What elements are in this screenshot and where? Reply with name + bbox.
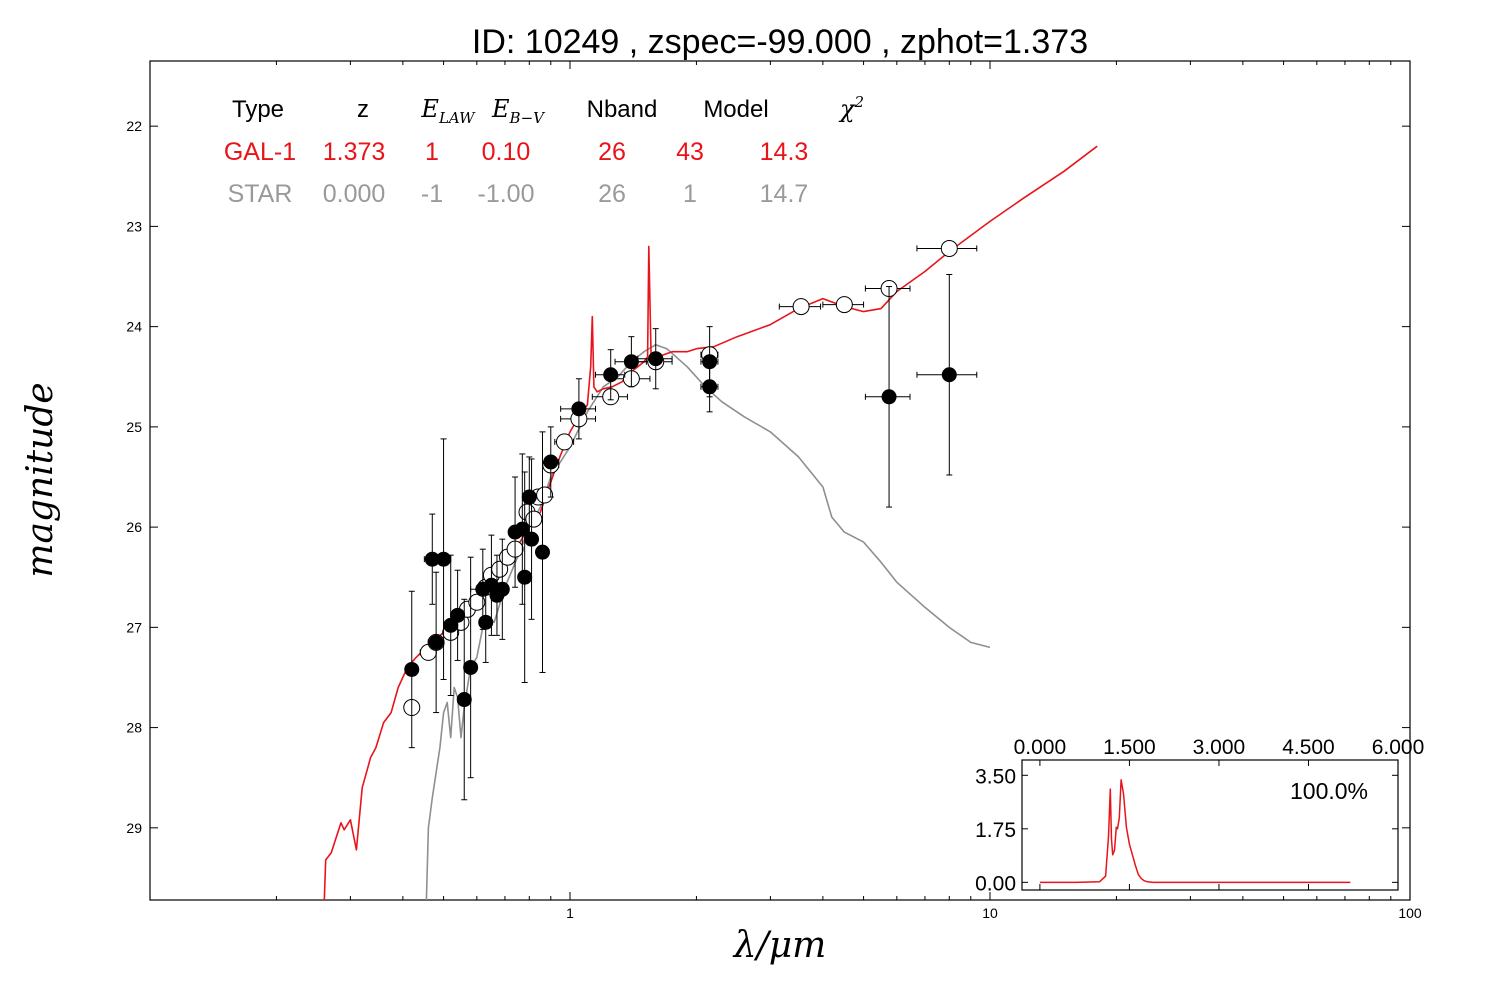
observed-photometry-point	[521, 489, 537, 505]
model-photometry-point	[555, 433, 573, 451]
model-photometry-point	[940, 239, 958, 257]
star-model-line	[425, 343, 991, 900]
table-header: Type	[232, 96, 284, 123]
y-tick-label: 27	[126, 619, 142, 635]
model-photometry-point	[835, 296, 853, 314]
pdz-inset-ticks: 0.000 1.500 3.000 4.500 6.000 3.50 1.75 0.00	[975, 736, 1424, 895]
model-photometry-point	[792, 298, 810, 316]
observed-photometry-point	[494, 581, 510, 597]
table-cell: 1.373	[323, 138, 386, 166]
observed-photometry-point	[456, 692, 472, 708]
inset-x-tick-label: 3.000	[1193, 736, 1246, 759]
x-tick-label: 100	[1398, 905, 1422, 921]
x-axis-label: λ/μm	[732, 925, 826, 966]
table-cell: 0.10	[482, 138, 531, 166]
main-axis-ticks: 1 10 100 22 23 24 25 26 27 28 29	[126, 61, 1422, 921]
model-photometry-point	[536, 486, 554, 504]
table-cell: -1	[421, 180, 443, 208]
observed-photometry-point	[450, 607, 466, 623]
table-header: EB−V	[491, 95, 546, 127]
table-cell: STAR	[228, 180, 293, 208]
observed-photometry-point	[463, 659, 479, 675]
observed-photometry-point	[478, 614, 494, 630]
y-tick-label: 26	[126, 519, 142, 535]
chart-title: ID: 10249 , zspec=-99.000 , zphot=1.373	[472, 23, 1088, 61]
observed-photometry-point	[534, 544, 550, 560]
pdz-line	[1039, 779, 1351, 884]
table-header: χ2	[838, 93, 864, 123]
inset-y-tick-label: 1.75	[975, 819, 1016, 842]
pdz-curve	[1039, 779, 1351, 884]
y-tick-label: 28	[126, 720, 142, 736]
observed-photometry-point	[571, 401, 587, 417]
x-tick-label: 10	[982, 905, 998, 921]
inset-x-tick-label: 1.500	[1103, 736, 1156, 759]
table-cell: 26	[598, 138, 626, 166]
observed-photometry-point	[603, 367, 619, 383]
observed-photometry-point	[517, 569, 533, 585]
table-cell: 14.3	[760, 138, 809, 166]
photometry-points	[403, 239, 978, 801]
observed-photometry-point	[623, 354, 639, 370]
observed-photometry-point	[881, 389, 897, 405]
table-header: Nband	[587, 96, 658, 123]
table-header: Model	[703, 96, 768, 123]
observed-photometry-point	[648, 351, 664, 367]
y-axis-label: magnitude	[20, 382, 61, 577]
inset-x-tick-label: 4.500	[1282, 736, 1335, 759]
pdz-percent-label: 100.0%	[1290, 778, 1368, 804]
pdz-inset-frame	[1021, 759, 1399, 891]
observed-photometry-point	[514, 521, 530, 537]
observed-photometry-point	[404, 661, 420, 677]
model-spectra	[323, 145, 1098, 900]
inset-x-tick-label: 6.000	[1372, 736, 1425, 759]
y-tick-label: 29	[126, 820, 142, 836]
table-cell: 0.000	[323, 180, 386, 208]
table-cell: GAL-1	[224, 138, 296, 166]
observed-photometry-point	[702, 379, 718, 395]
observed-photometry-point	[543, 454, 559, 470]
y-tick-label: 24	[126, 319, 142, 335]
table-header: ELAW	[420, 95, 476, 127]
y-tick-label: 23	[126, 218, 142, 234]
table-cell: 1	[683, 180, 697, 208]
main-plot-frame	[149, 60, 1411, 901]
inset-x-tick-label: 0.000	[1014, 736, 1067, 759]
model-photometry-point	[525, 510, 543, 528]
table-cell: 14.7	[760, 180, 809, 208]
observed-photometry-point	[702, 354, 718, 370]
fit-summary-table: Type z ELAW EB−V Nband Model χ2 GAL-1 1.373 1 0.10…	[224, 93, 864, 208]
model-photometry-point	[468, 593, 486, 611]
galaxy-model-line	[323, 145, 1098, 900]
observed-photometry-point	[941, 367, 957, 383]
inset-y-tick-label: 3.50	[975, 765, 1016, 788]
y-tick-label: 25	[126, 419, 142, 435]
inset-y-tick-label: 0.00	[975, 872, 1016, 895]
observed-photometry-point	[436, 551, 452, 567]
table-cell: 1	[425, 138, 439, 166]
x-tick-label: 1	[566, 905, 574, 921]
y-tick-label: 22	[126, 118, 142, 134]
observed-photometry-point	[524, 531, 540, 547]
table-cell: 26	[598, 180, 626, 208]
table-cell: 43	[676, 138, 704, 166]
observed-photometry-point	[428, 634, 444, 650]
table-cell: -1.00	[478, 180, 535, 208]
table-header: z	[357, 96, 369, 123]
